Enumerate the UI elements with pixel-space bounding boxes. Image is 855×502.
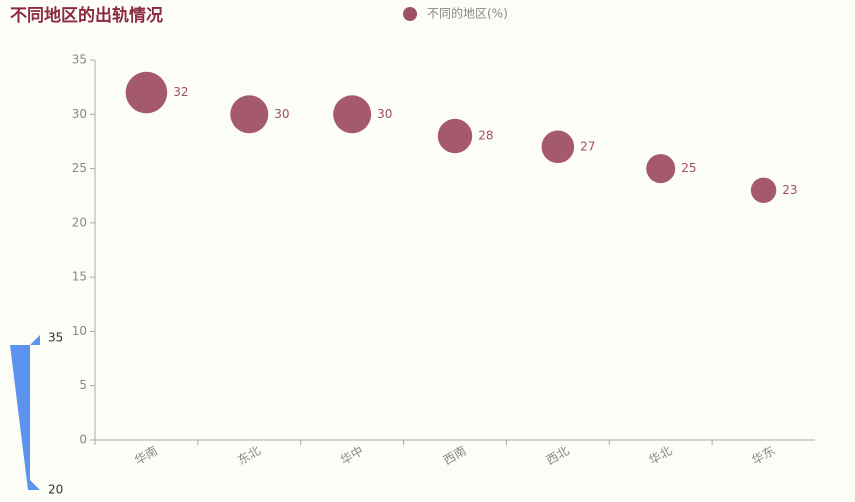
value-label: 27	[580, 139, 595, 153]
bubble	[437, 118, 473, 154]
value-label: 28	[478, 129, 493, 143]
y-tick-label: 5	[79, 378, 87, 392]
visual-map-min-label: 20	[48, 483, 63, 497]
legend-label[interactable]: 不同的地区(%)	[427, 6, 508, 21]
visual-map-handle-max[interactable]	[30, 335, 40, 345]
chart-title: 不同地区的出轨情况	[10, 5, 163, 26]
visual-map-max-label: 35	[48, 331, 63, 345]
bubble	[230, 95, 269, 134]
value-label: 30	[377, 107, 392, 121]
value-label: 23	[782, 183, 797, 197]
value-label: 25	[681, 161, 696, 175]
value-label: 30	[274, 107, 289, 121]
legend-marker[interactable]	[403, 7, 417, 21]
visual-map-bar	[10, 345, 30, 490]
y-tick-label: 0	[79, 433, 87, 447]
y-tick-label: 20	[72, 215, 87, 229]
y-tick-label: 35	[72, 53, 87, 67]
value-label: 32	[173, 85, 188, 99]
y-tick-label: 30	[72, 107, 87, 121]
bubble	[125, 71, 168, 114]
bubble	[750, 177, 777, 203]
bubble	[333, 95, 372, 134]
y-tick-label: 15	[72, 270, 87, 284]
visual-map-handle-min[interactable]	[30, 480, 40, 490]
y-tick-label: 25	[72, 161, 87, 175]
bubble	[646, 154, 676, 184]
bubble	[541, 130, 575, 164]
y-tick-label: 10	[72, 324, 87, 338]
